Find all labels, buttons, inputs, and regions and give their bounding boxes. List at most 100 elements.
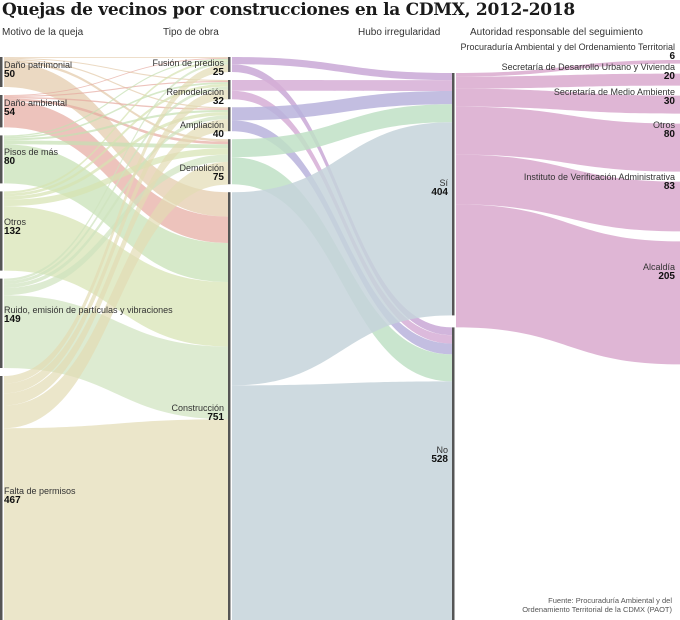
node-bar-si <box>452 73 455 316</box>
node-label-falta-de-permisos: Falta de permisos 467 <box>4 486 76 506</box>
flow-si-to-otros <box>456 106 680 172</box>
flow-motivo-otros-to-ampliacion <box>4 111 228 200</box>
node-label-alcaldia: Alcaldía 205 <box>643 262 675 282</box>
node-name: Ruido, emisión de partículas y vibracion… <box>4 305 173 315</box>
node-name: Fusión de predios <box>152 58 224 68</box>
node-bar-dano-patrimonial <box>0 57 3 87</box>
flow-motivo-ruido-emision-de-particulas-y-vibraciones-to-remodelacion <box>4 86 228 285</box>
flow-si-to-alcaldia <box>456 204 680 365</box>
node-bar-demolicion <box>228 139 231 185</box>
flow-motivo-otros-to-remodelacion <box>4 83 228 197</box>
node-value: 40 <box>212 129 224 140</box>
node-bar-falta-de-permisos <box>0 376 3 620</box>
node-name: Ampliación <box>179 120 224 130</box>
node-value: 54 <box>4 107 16 118</box>
node-value: 50 <box>4 69 16 80</box>
node-label-fusion-de-predios: Fusión de predios 25 <box>152 58 224 78</box>
node-value: 83 <box>663 181 675 192</box>
node-value: 528 <box>431 454 448 465</box>
column-header-autoridad: Autoridad responsable del seguimiento <box>470 27 643 38</box>
source-line-2: Ordenamiento Territorial de la CDMX (PAO… <box>522 605 672 614</box>
node-label-dano-patrimonial: Daño patrimonial 50 <box>4 60 72 80</box>
flow-tipo-remodelacion-to-si <box>232 80 452 91</box>
flow-motivo-dano-patrimonial-to-fusion-de-predios <box>4 57 228 58</box>
column-header-motivo: Motivo de la queja <box>2 27 84 38</box>
flow-motivo-dano-ambiental-to-ampliacion <box>4 97 228 110</box>
flow-motivo-ruido-emision-de-particulas-y-vibraciones-to-fusion-de-predios <box>4 62 228 282</box>
flow-motivo-pisos-de-mas-to-fusion-de-predios <box>4 58 228 137</box>
node-name: Construcción <box>171 403 224 413</box>
node-label-secretaria-de-desarrollo-urbano-y-vivienda: Secretaría de Desarrollo Urbano y Vivien… <box>502 62 675 82</box>
node-name: Instituto de Verificación Administrativa <box>523 172 675 182</box>
node-bar-dano-ambiental <box>0 95 3 128</box>
source-line-1: Fuente: Procuraduría Ambiental y del <box>548 596 672 605</box>
node-label-no: No 528 <box>431 445 448 465</box>
node-value: 132 <box>4 226 21 237</box>
node-name: Secretaría de Medio Ambiente <box>553 87 675 97</box>
flow-motivo-falta-de-permisos-to-fusion-de-predios <box>4 64 228 384</box>
flow-tipo-fusion-de-predios-to-si <box>232 57 452 81</box>
node-label-demolicion: Demolición 75 <box>179 163 224 183</box>
node-bar-ruido-emision-de-particulas-y-vibraciones <box>0 278 3 368</box>
node-value: 32 <box>212 96 224 107</box>
node-label-instituto-de-verificacion-administrativa: Instituto de Verificación Administrativa… <box>524 172 675 192</box>
flow-si-to-procuraduria-ambiental-y-del-ordenamiento-territorial <box>456 60 680 77</box>
chart-title: Quejas de vecinos por construcciones en … <box>2 0 575 20</box>
flow-motivo-dano-patrimonial-to-remodelacion <box>4 57 228 82</box>
source-note: Fuente: Procuraduría Ambiental y del Ord… <box>472 596 672 614</box>
flow-motivo-pisos-de-mas-to-demolicion <box>4 140 228 149</box>
node-name: No <box>436 445 448 455</box>
node-label-procuraduria-ambiental-y-del-ordenamiento-territorial: Procuraduría Ambiental y del Ordenamient… <box>461 42 675 62</box>
node-name: Pisos de más <box>4 147 59 157</box>
node-value: 205 <box>658 271 675 282</box>
node-value: 6 <box>669 51 675 62</box>
flow-motivo-dano-ambiental-to-remodelacion <box>4 81 228 98</box>
flow-motivo-otros-to-demolicion <box>4 148 228 207</box>
node-label-secretaria-de-medio-ambiente: Secretaría de Medio Ambiente 30 <box>554 87 675 107</box>
node-label-otros: Otros 80 <box>653 120 675 140</box>
node-name: Daño ambiental <box>4 98 68 108</box>
flow-si-to-instituto-de-verificacion-administrativa <box>456 154 680 232</box>
flow-motivo-otros-to-construccion <box>4 206 228 347</box>
flow-si-to-secretaria-de-desarrollo-urbano-y-vivienda <box>456 73 680 89</box>
node-name: Remodelación <box>166 87 224 97</box>
node-name: Daño patrimonial <box>4 60 73 70</box>
flow-motivo-pisos-de-mas-to-ampliacion <box>4 109 228 141</box>
node-value: 751 <box>207 412 224 423</box>
node-label-construccion: Construcción 751 <box>171 403 224 423</box>
node-label-ampliacion: Ampliación 40 <box>180 120 224 140</box>
node-label-ruido-emision-de-particulas-y-vibraciones: Ruido, emisión de partículas y vibracion… <box>4 305 173 325</box>
node-bar-remodelacion <box>228 80 231 100</box>
node-bar-fusion-de-predios <box>228 57 231 72</box>
node-label-pisos-de-mas: Pisos de más 80 <box>4 147 58 167</box>
flow-tipo-ampliacion-to-si <box>232 91 452 121</box>
flow-motivo-dano-ambiental-to-fusion-de-predios <box>4 57 228 96</box>
flow-motivo-ruido-emision-de-particulas-y-vibraciones-to-construccion <box>4 295 228 420</box>
node-label-remodelacion: Remodelación 32 <box>166 87 224 107</box>
node-value: 30 <box>663 96 675 107</box>
node-value: 467 <box>4 495 21 506</box>
flow-motivo-falta-de-permisos-to-remodelacion <box>4 89 228 394</box>
node-value: 25 <box>212 67 224 78</box>
node-label-si: Sí 404 <box>431 178 448 198</box>
node-name: Alcaldía <box>642 262 675 272</box>
node-bar-ampliacion <box>228 107 231 132</box>
node-name: Secretaría de Desarrollo Urbano y Vivien… <box>501 62 675 72</box>
flow-motivo-otros-to-fusion-de-predios <box>4 59 228 194</box>
node-name: Otros <box>652 120 675 130</box>
node-name: Sí <box>439 178 448 188</box>
flow-motivo-falta-de-permisos-to-demolicion <box>4 161 228 429</box>
node-value: 20 <box>663 71 675 82</box>
node-name: Demolición <box>179 163 224 173</box>
flow-tipo-demolicion-to-si <box>232 104 452 158</box>
flow-motivo-dano-patrimonial-to-ampliacion <box>4 58 228 109</box>
node-value: 75 <box>212 172 224 183</box>
flow-motivo-ruido-emision-de-particulas-y-vibraciones-to-ampliacion <box>4 115 228 288</box>
node-label-otros: Otros 132 <box>4 217 26 237</box>
flow-motivo-falta-de-permisos-to-construccion <box>4 419 228 620</box>
node-name: Otros <box>4 217 27 227</box>
column-header-irregularidad: Hubo irregularidad <box>358 27 441 38</box>
node-value: 404 <box>431 187 448 198</box>
flow-motivo-dano-ambiental-to-demolicion <box>4 98 228 145</box>
